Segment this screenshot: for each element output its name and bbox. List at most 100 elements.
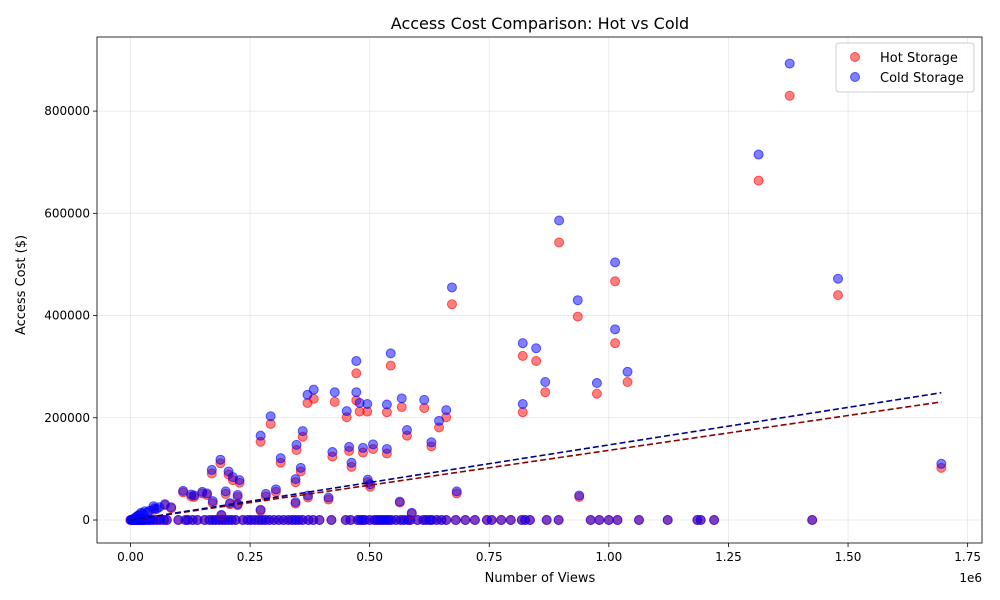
cold-storage-point bbox=[265, 411, 276, 422]
cold-storage-point bbox=[326, 515, 337, 525]
cold-storage-point bbox=[540, 377, 551, 387]
y-tick-label: 0 bbox=[82, 513, 90, 527]
cold-storage-point bbox=[220, 486, 231, 497]
cold-storage-point bbox=[554, 215, 565, 226]
cold-storage-point bbox=[401, 425, 412, 436]
cold-storage-point bbox=[161, 515, 172, 525]
x-tick-label: 0.00 bbox=[117, 550, 144, 564]
cold-storage-point bbox=[297, 426, 308, 437]
cold-storage-point bbox=[450, 515, 461, 525]
cold-storage-point bbox=[709, 515, 720, 525]
y-tick-label: 800000 bbox=[44, 104, 90, 118]
cold-storage-point bbox=[541, 515, 552, 525]
cold-storage-point bbox=[496, 515, 507, 525]
cold-storage-point bbox=[357, 442, 368, 453]
cold-storage-point bbox=[260, 488, 271, 499]
cold-storage-point bbox=[295, 462, 306, 473]
cold-storage-point bbox=[469, 515, 480, 525]
data-points bbox=[125, 58, 947, 525]
cold-storage-point bbox=[434, 415, 445, 426]
cold-storage-point bbox=[381, 443, 392, 454]
cold-storage-point bbox=[215, 454, 226, 465]
x-tick-label: 1.75 bbox=[954, 550, 981, 564]
cold-storage-point bbox=[753, 149, 764, 160]
legend: Hot Storage Cold Storage bbox=[835, 42, 975, 93]
x-tick-label: 0.50 bbox=[356, 550, 383, 564]
cold-storage-point bbox=[207, 496, 218, 507]
cold-storage-point bbox=[178, 485, 189, 496]
hot-storage-point bbox=[419, 403, 430, 414]
hot-storage-point bbox=[784, 90, 795, 101]
trendlines bbox=[130, 391, 942, 521]
cold-storage-point bbox=[610, 324, 621, 335]
cold-storage-point bbox=[154, 502, 165, 513]
cold-storage-point bbox=[314, 515, 325, 525]
cold-storage-point bbox=[406, 507, 417, 518]
hot-storage-point bbox=[591, 388, 602, 399]
hot-storage-point bbox=[517, 350, 528, 361]
cold-storage-point bbox=[451, 486, 462, 497]
x-tick-label: 0.75 bbox=[476, 550, 503, 564]
cold-storage-point bbox=[275, 453, 286, 464]
cold-storage-point bbox=[531, 343, 542, 354]
cold-storage-point bbox=[634, 515, 645, 525]
cold-storage-point bbox=[833, 273, 844, 284]
legend-marker-hot bbox=[850, 52, 860, 62]
x-axis-offset-label: 1e6 bbox=[959, 571, 982, 585]
cold-storage-point bbox=[622, 366, 633, 377]
cold-storage-point bbox=[517, 338, 528, 349]
cold-storage-point bbox=[396, 393, 407, 404]
cold-storage-point bbox=[585, 515, 596, 525]
hot-storage-point bbox=[446, 299, 457, 310]
hot-storage-point bbox=[531, 356, 542, 367]
hot-storage-point bbox=[351, 368, 362, 379]
cold-storage-point bbox=[460, 515, 471, 525]
x-axis-label: Number of Views bbox=[485, 571, 596, 586]
hot-storage-point bbox=[753, 175, 764, 186]
hot-storage-point bbox=[610, 276, 621, 287]
cold-storage-point bbox=[302, 389, 313, 400]
cold-storage-point bbox=[255, 430, 266, 441]
cold-storage-point bbox=[270, 484, 281, 495]
x-tick-label: 1.25 bbox=[715, 550, 742, 564]
hot-storage-point bbox=[833, 290, 844, 301]
x-axis-ticks: 0.00 0.25 0.50 0.75 1.00 1.25 1.50 1.75 bbox=[117, 543, 981, 564]
cold-storage-point bbox=[186, 489, 197, 500]
cold-storage-point bbox=[166, 502, 177, 513]
hot-storage-point bbox=[554, 237, 565, 248]
cold-storage-point bbox=[486, 515, 497, 525]
cold-storage-point bbox=[351, 387, 362, 398]
cold-storage-point bbox=[291, 439, 302, 450]
cold-storage-point bbox=[362, 398, 373, 409]
cold-storage-point bbox=[232, 489, 243, 500]
cold-storage-point bbox=[202, 488, 213, 499]
cold-storage-point bbox=[346, 457, 357, 468]
y-axis-label: Access Cost ($) bbox=[14, 235, 29, 335]
hot-storage-point bbox=[385, 360, 396, 371]
cold-storage-point bbox=[505, 515, 516, 525]
cold-storage-point bbox=[695, 515, 706, 525]
cold-storage-point bbox=[255, 504, 266, 515]
cold-storage-point bbox=[591, 378, 602, 389]
hot-storage-point bbox=[622, 377, 633, 387]
cold-storage-point bbox=[936, 458, 947, 469]
legend-marker-cold bbox=[850, 72, 860, 82]
y-tick-label: 200000 bbox=[44, 411, 90, 425]
cold-storage-point bbox=[553, 515, 564, 525]
cold-storage-point bbox=[206, 464, 217, 475]
cold-storage-point bbox=[381, 399, 392, 410]
hot-storage-trendline bbox=[130, 401, 942, 521]
chart-title: Access Cost Comparison: Hot vs Cold bbox=[391, 14, 689, 33]
legend-box bbox=[835, 42, 975, 93]
x-tick-label: 0.25 bbox=[237, 550, 264, 564]
cold-storage-trendline bbox=[130, 391, 942, 521]
cold-storage-point bbox=[610, 257, 621, 268]
cold-storage-point bbox=[144, 505, 155, 516]
cold-storage-point bbox=[574, 490, 585, 501]
cold-storage-point bbox=[807, 515, 818, 525]
hot-storage-point bbox=[329, 396, 340, 407]
y-tick-label: 600000 bbox=[44, 206, 90, 220]
cold-storage-point bbox=[594, 515, 605, 525]
cold-storage-point bbox=[524, 515, 535, 525]
